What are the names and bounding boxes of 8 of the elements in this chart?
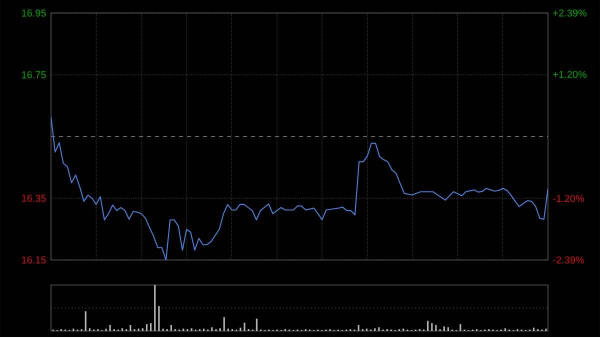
y2-tick-label: -2.39% <box>553 256 584 264</box>
y2-tick-label: -1.20% <box>553 194 584 202</box>
y-tick-label: 16.75 <box>22 71 46 78</box>
y-tick-label: 16.95 <box>22 9 46 16</box>
y-tick-label: 16.35 <box>22 194 46 202</box>
y2-tick-label: +1.20% <box>553 70 587 78</box>
y2-tick-label: +2.39% <box>553 9 587 16</box>
y-tick-label: 16.15 <box>22 256 46 264</box>
